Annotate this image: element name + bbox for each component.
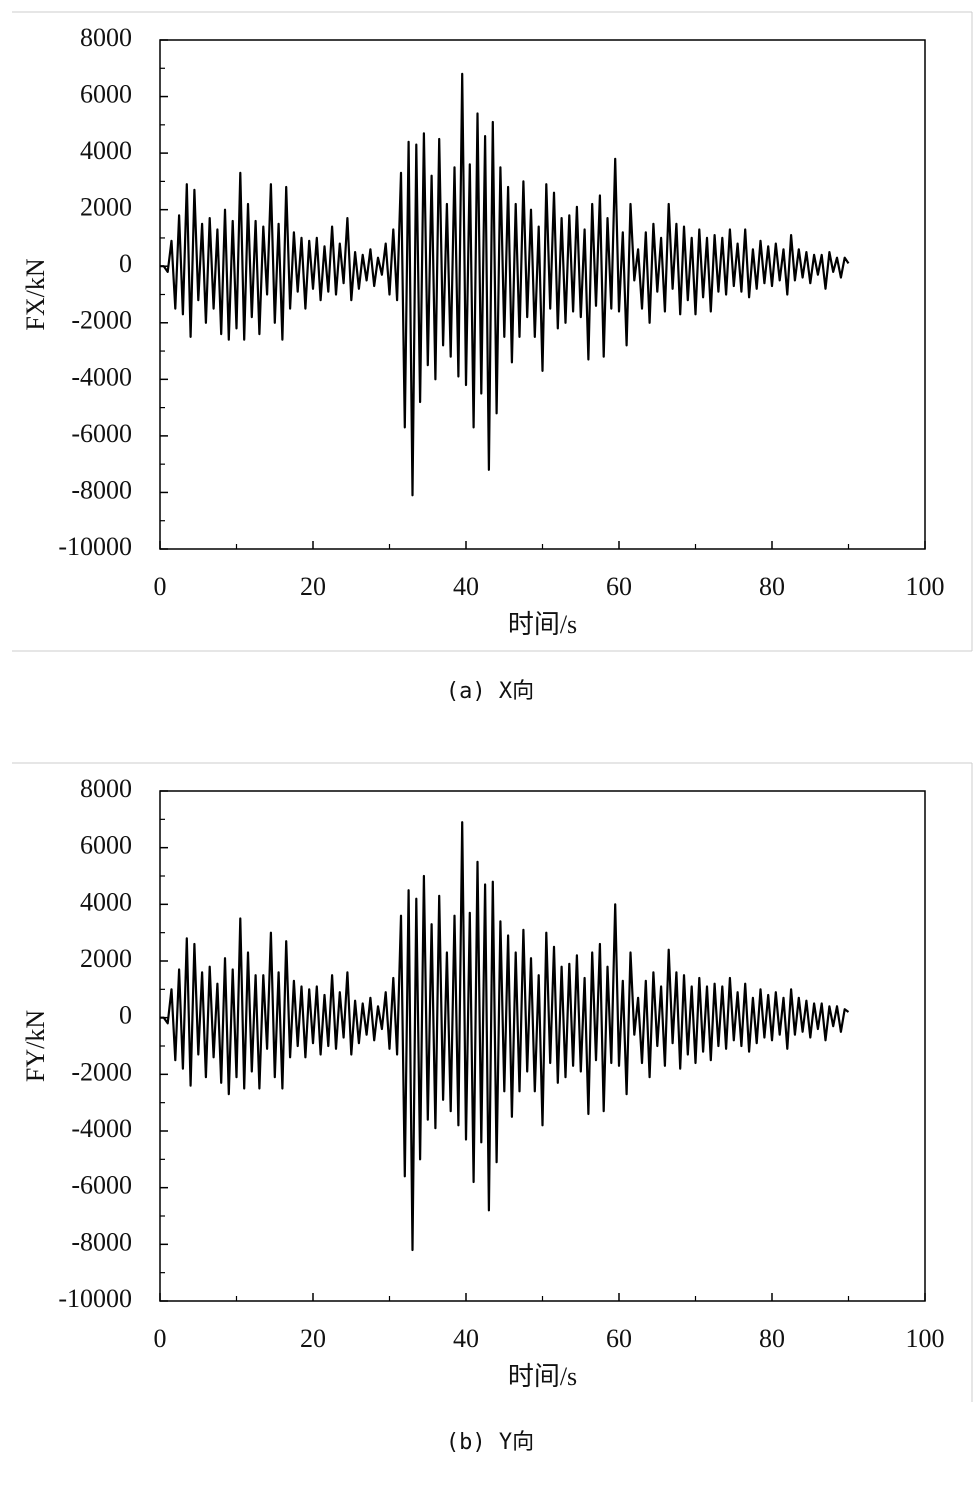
x-tick-label: 100 <box>906 1324 945 1353</box>
x-tick-label: 60 <box>606 1324 632 1353</box>
x-tick-label: 0 <box>154 572 167 601</box>
y-tick-label: 4000 <box>80 136 132 165</box>
y-tick-label: 4000 <box>80 887 132 916</box>
y-tick-label: -6000 <box>71 419 132 448</box>
y-tick-label: 6000 <box>80 831 132 860</box>
data-line <box>160 72 850 497</box>
y-tick-label: -2000 <box>71 306 132 335</box>
y-tick-label: 0 <box>119 249 132 278</box>
y-tick-label: 6000 <box>80 80 132 109</box>
data-line <box>160 821 850 1252</box>
y-tick-label: 0 <box>119 1001 132 1030</box>
x-tick-label: 100 <box>906 572 945 601</box>
y-tick-label: -8000 <box>71 475 132 504</box>
x-tick-label: 40 <box>453 1324 479 1353</box>
y-axis-label: FX/kN <box>21 258 50 330</box>
x-tick-label: 40 <box>453 572 479 601</box>
y-tick-label: -2000 <box>71 1057 132 1086</box>
y-tick-label: 2000 <box>80 944 132 973</box>
x-tick-label: 80 <box>759 1324 785 1353</box>
y-tick-label: -8000 <box>71 1227 132 1256</box>
y-tick-label: -4000 <box>71 1114 132 1143</box>
y-tick-label: 8000 <box>80 774 132 803</box>
x-tick-label: 60 <box>606 572 632 601</box>
x-axis-label: 时间/s <box>508 610 577 639</box>
y-axis-label: FY/kN <box>21 1010 50 1082</box>
x-tick-label: 80 <box>759 572 785 601</box>
y-tick-label: -6000 <box>71 1171 132 1200</box>
x-tick-label: 20 <box>300 1324 326 1353</box>
y-tick-label: 2000 <box>80 193 132 222</box>
y-tick-label: -10000 <box>58 1284 132 1313</box>
y-tick-label: -4000 <box>71 362 132 391</box>
y-tick-label: -10000 <box>58 532 132 561</box>
x-tick-label: 0 <box>154 1324 167 1353</box>
y-tick-label: 8000 <box>80 23 132 52</box>
caption: (a) X向 <box>446 679 534 704</box>
x-tick-label: 20 <box>300 572 326 601</box>
x-axis-label: 时间/s <box>508 1362 577 1391</box>
caption: (b) Y向 <box>446 1430 534 1455</box>
